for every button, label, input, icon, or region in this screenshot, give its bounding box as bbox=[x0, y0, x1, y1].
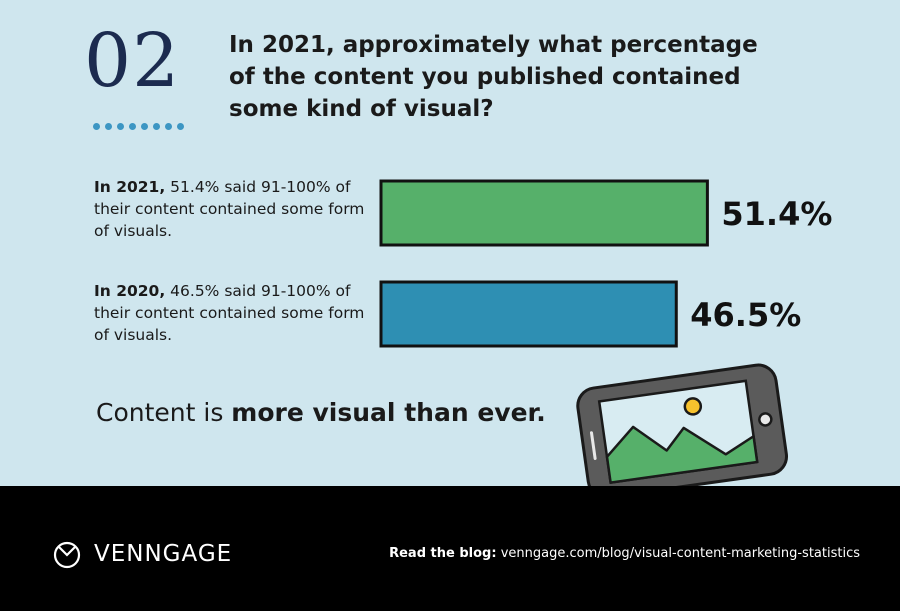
logo-text: VENNGAGE bbox=[94, 541, 233, 567]
bar-2020 bbox=[379, 280, 678, 348]
blog-url[interactable]: venngage.com/blog/visual-content-marketi… bbox=[500, 546, 860, 561]
blog-link[interactable]: Read the blog: venngage.com/blog/visual-… bbox=[389, 546, 860, 561]
dotted-divider bbox=[93, 123, 184, 130]
blog-label: Read the blog: bbox=[389, 546, 497, 561]
bar-2021 bbox=[379, 179, 709, 247]
footer-bar bbox=[0, 486, 900, 611]
description-2021: In 2021, 51.4% said 91-100% of their con… bbox=[94, 176, 384, 242]
section-number: 02 bbox=[84, 18, 181, 104]
description-year: In 2020, bbox=[94, 282, 166, 300]
venngage-logo-icon bbox=[53, 541, 81, 569]
tagline-bold: more visual than ever. bbox=[231, 398, 546, 427]
description-year: In 2021, bbox=[94, 178, 166, 196]
tagline-prefix: Content is bbox=[96, 398, 224, 427]
description-text: 51.4% said 91-100% of their content cont… bbox=[94, 178, 365, 240]
description-text: 46.5% said 91-100% of their content cont… bbox=[94, 282, 365, 344]
venngage-logo[interactable]: VENNGAGE bbox=[52, 539, 232, 569]
tagline: Content is more visual than ever. bbox=[96, 398, 546, 427]
smartphone-picture-icon bbox=[576, 363, 789, 498]
bar-chart: 51.4% 46.5% bbox=[379, 179, 832, 348]
data-label-2021: 51.4% bbox=[721, 195, 832, 233]
question-title: In 2021, approximately what percentage o… bbox=[229, 32, 758, 122]
data-label-2020: 46.5% bbox=[690, 296, 801, 334]
description-2020: In 2020, 46.5% said 91-100% of their con… bbox=[94, 280, 384, 346]
